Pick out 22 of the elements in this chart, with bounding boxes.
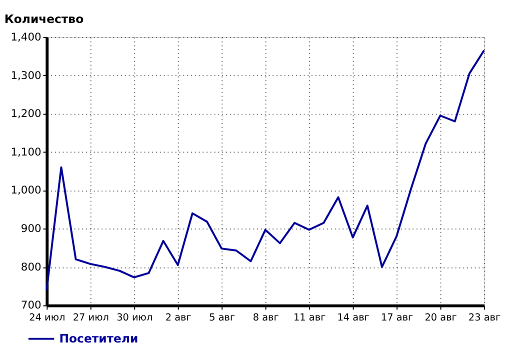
x-tick-label: 23 авг <box>468 312 501 324</box>
x-tick-label: 5 авг <box>209 312 236 324</box>
x-tick-label: 27 июл <box>72 312 109 324</box>
y-tick-label: 800 <box>20 260 42 274</box>
x-tick-label: 2 авг <box>165 312 192 324</box>
y-tick-label: 700 <box>20 298 42 312</box>
legend-label: Посетители <box>59 332 138 346</box>
x-tick-label: 24 июл <box>29 312 66 324</box>
x-tick-label: 14 авг <box>337 312 370 324</box>
x-tick-label: 20 авг <box>424 312 457 324</box>
y-tick-label: 1,200 <box>10 107 42 120</box>
y-tick-label: 900 <box>20 222 42 236</box>
x-tick-label: 8 авг <box>252 312 279 324</box>
y-tick-label: 1,100 <box>10 145 42 158</box>
x-tick-label: 11 авг <box>293 312 326 324</box>
y-tick-label: 1,000 <box>10 184 42 197</box>
line-series <box>46 49 486 291</box>
x-tick-label: 17 авг <box>380 312 414 324</box>
x-tick-label: 30 июл <box>116 312 153 324</box>
y-tick-label: 1,300 <box>10 68 42 82</box>
y-tick-label: 1,400 <box>10 30 42 44</box>
y-axis-title: Количество <box>4 12 84 26</box>
